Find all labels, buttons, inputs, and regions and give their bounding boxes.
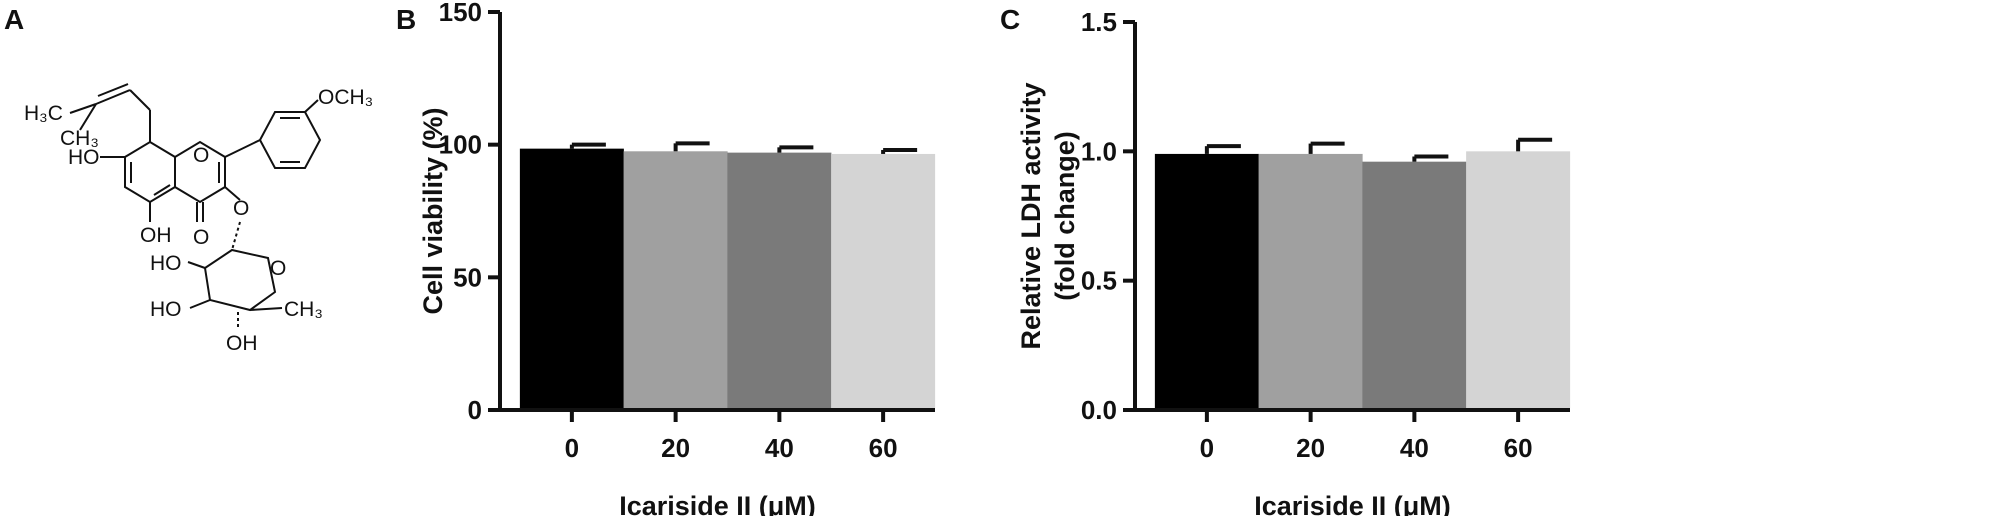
y-axis-title-line1: Relative LDH activity — [1016, 82, 1046, 349]
x-axis-title: Icariside II (μM) — [619, 491, 816, 516]
x-tick-label: 40 — [765, 433, 794, 463]
y-tick-label: 1.5 — [1081, 7, 1117, 37]
bar — [727, 152, 832, 408]
y-tick-label: 100 — [439, 130, 482, 160]
bond — [129, 89, 151, 111]
h3c-label: H₃C — [24, 102, 63, 125]
x-axis-title: Icariside II (μM) — [1254, 491, 1451, 516]
y-axis-title: Cell viability (%) — [418, 107, 448, 314]
sugar-ring — [203, 248, 277, 312]
ring-b — [258, 111, 322, 169]
panel-label-b: B — [396, 4, 417, 35]
bond — [224, 186, 241, 201]
x-tick-label: 0 — [1200, 433, 1214, 463]
bond — [224, 139, 261, 158]
x-tick-label: 0 — [565, 433, 579, 463]
chemical-structure: H₃C CH₃ OCH₃ HO O OH O O HO O HO CH₃ OH — [24, 83, 373, 355]
sugar-ho2-label: HO — [150, 298, 182, 321]
ldh-activity-chart: 0.0 0.5 1.0 1.5 0 20 40 60 Icariside II (μM) Rela… — [1016, 7, 1571, 516]
bar — [1362, 161, 1467, 408]
bond — [231, 221, 241, 251]
bond — [95, 89, 131, 105]
bar — [1154, 153, 1259, 408]
y-tick-label: 50 — [453, 262, 482, 292]
bond — [189, 299, 211, 309]
y-tick-label: 1.0 — [1081, 136, 1117, 166]
ho-label: HO — [68, 146, 100, 169]
bar — [519, 148, 624, 408]
y-tick-label: 150 — [439, 0, 482, 27]
glycosidic-oxygen-label: O — [233, 197, 249, 220]
x-tick-label: 20 — [1296, 433, 1325, 463]
bond — [187, 261, 206, 269]
sugar-ch3-label: CH₃ — [284, 298, 323, 321]
bar — [1258, 153, 1363, 408]
y-tick-label: 0 — [468, 395, 482, 425]
oh-label: OH — [140, 224, 172, 247]
sugar-oxygen-label: O — [270, 257, 286, 280]
bond — [304, 99, 319, 113]
bond — [249, 307, 283, 311]
bar — [1466, 151, 1571, 409]
och3-label: OCH₃ — [318, 86, 373, 109]
ring-a — [124, 140, 176, 204]
bond — [97, 83, 129, 97]
x-tick-label: 60 — [869, 433, 898, 463]
cell-viability-chart: 0 50 100 150 0 20 40 60 Icariside II (μM) Cell vi… — [418, 0, 936, 516]
ring-oxygen-label: O — [193, 144, 209, 167]
panel-label-c: C — [1000, 4, 1021, 35]
y-axis-title-line2: (fold change) — [1050, 131, 1080, 301]
x-tick-label: 20 — [661, 433, 690, 463]
bond — [79, 103, 97, 131]
bond — [153, 184, 171, 196]
sugar-oh-label: OH — [226, 332, 258, 355]
bar — [831, 153, 936, 408]
y-tick-label: 0.0 — [1081, 395, 1117, 425]
ketone-oxygen-label: O — [193, 226, 209, 249]
bar — [623, 151, 728, 409]
panel-label-a: A — [4, 4, 25, 35]
bond — [69, 103, 97, 114]
x-tick-label: 40 — [1400, 433, 1429, 463]
x-tick-label: 60 — [1504, 433, 1533, 463]
sugar-ho1-label: HO — [150, 252, 182, 275]
ch3-label: CH₃ — [60, 127, 99, 150]
y-tick-label: 0.5 — [1081, 266, 1117, 296]
